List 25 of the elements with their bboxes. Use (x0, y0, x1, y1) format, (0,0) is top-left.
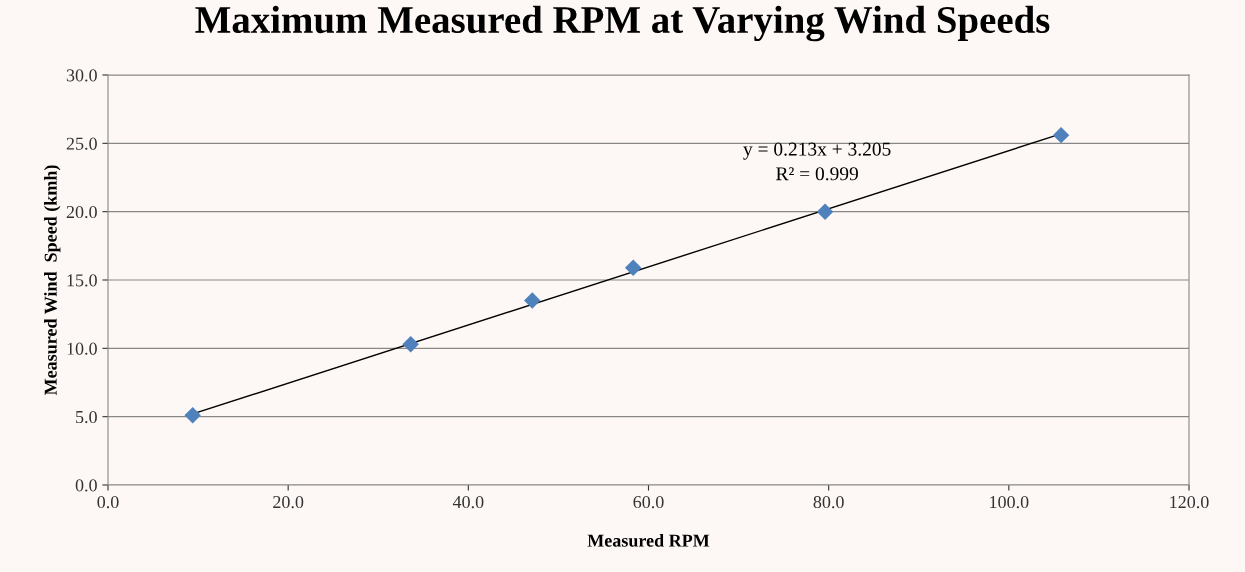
y-tick-label: 5.0 (76, 410, 97, 424)
x-tick-label: 100.0 (990, 495, 1029, 509)
x-tick-label: 80.0 (813, 495, 844, 509)
annotation: y = 0.213x + 3.205 (743, 142, 891, 160)
y-tick-label: 30.0 (66, 69, 97, 82)
y-tick-label: 20.0 (66, 205, 97, 219)
y-tick-label: 15.0 (67, 274, 97, 287)
x-tick-label: 60.0 (633, 495, 664, 509)
point (402, 336, 419, 353)
point (624, 259, 642, 276)
x-tick-label: 20.0 (273, 495, 304, 509)
annotation: R² = 0.999 (776, 167, 858, 181)
point (184, 407, 201, 424)
point (524, 292, 541, 309)
x-tick-label: 0.0 (97, 495, 119, 509)
y-tick-label: 25.0 (66, 137, 97, 150)
point (1052, 126, 1070, 144)
y-tick-label: 0.0 (75, 479, 97, 492)
x-axis-title: Measured RPM (587, 534, 710, 547)
point (816, 203, 834, 220)
chart-title: Maximum Measured RPM at Varying Wind Speeds (195, 5, 1050, 42)
y-axis-title: Measured Wind Speed (kmh) (44, 165, 61, 396)
x-tick-label: 120.0 (1170, 495, 1209, 509)
x-tick-label: 40.0 (452, 495, 484, 509)
y-tick-label: 10.0 (67, 342, 97, 355)
